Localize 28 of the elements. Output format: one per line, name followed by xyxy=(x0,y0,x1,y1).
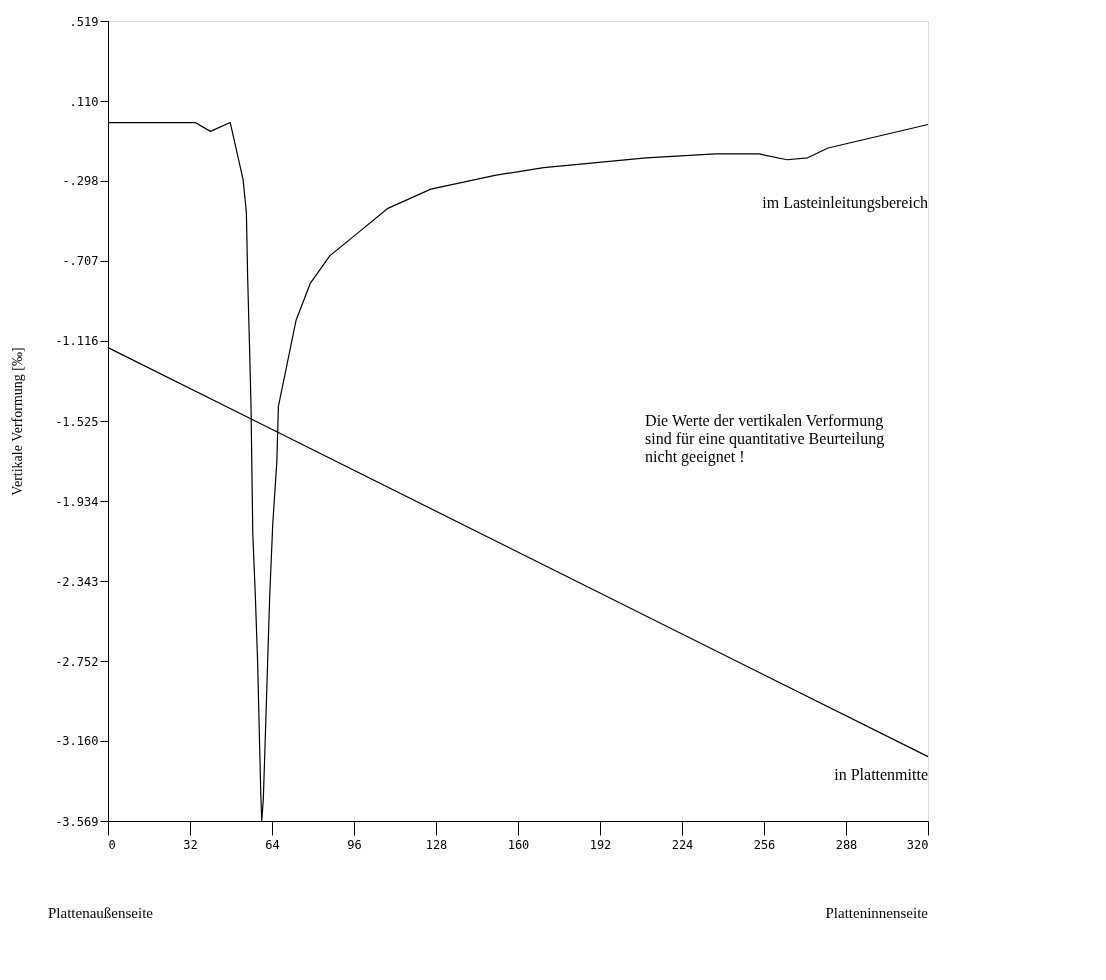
x-tick-label: 96 xyxy=(347,837,362,852)
series-label: in Plattenmitte xyxy=(834,765,928,783)
y-tick-label: -1.525 xyxy=(55,414,99,429)
y-axis-title: Vertikale Verformung [‰] xyxy=(10,347,26,496)
y-tick-label: -1.934 xyxy=(55,494,99,509)
x-tick-label: 32 xyxy=(183,837,198,852)
x-tick-label: 288 xyxy=(835,837,858,852)
x-tick-label: 64 xyxy=(265,837,280,852)
x-tick-label: 320 xyxy=(906,837,929,852)
y-tick-label: .519 xyxy=(69,14,99,29)
x-tick-label: 192 xyxy=(589,837,612,852)
text: Plattenaußenseite xyxy=(48,905,154,921)
y-tick-label: -.707 xyxy=(62,254,99,269)
x-tick-label: 128 xyxy=(425,837,448,852)
y-tick-label: -.298 xyxy=(62,174,99,189)
x-tick-label: 0 xyxy=(108,837,116,852)
x-tick-label: 224 xyxy=(671,837,694,852)
text: im Lasteinleitungsbereich xyxy=(762,193,928,212)
annotation: Die Werte der vertikalen Verformung sind für eine quantitative Beurteilung nicht geeignet ! xyxy=(645,412,885,466)
x-tick-label: 160 xyxy=(507,837,530,852)
x-tick-label: 256 xyxy=(753,837,776,852)
text: Platteninnenseite xyxy=(825,905,929,921)
y-tick-label: -1.116 xyxy=(55,334,99,349)
y-tick-label: .110 xyxy=(69,94,99,109)
y-tick-label: -3.160 xyxy=(55,734,99,749)
y-tick-label: -3.569 xyxy=(55,814,99,829)
y-tick-label: -2.343 xyxy=(55,574,99,589)
y-tick-label: -2.752 xyxy=(55,654,99,669)
